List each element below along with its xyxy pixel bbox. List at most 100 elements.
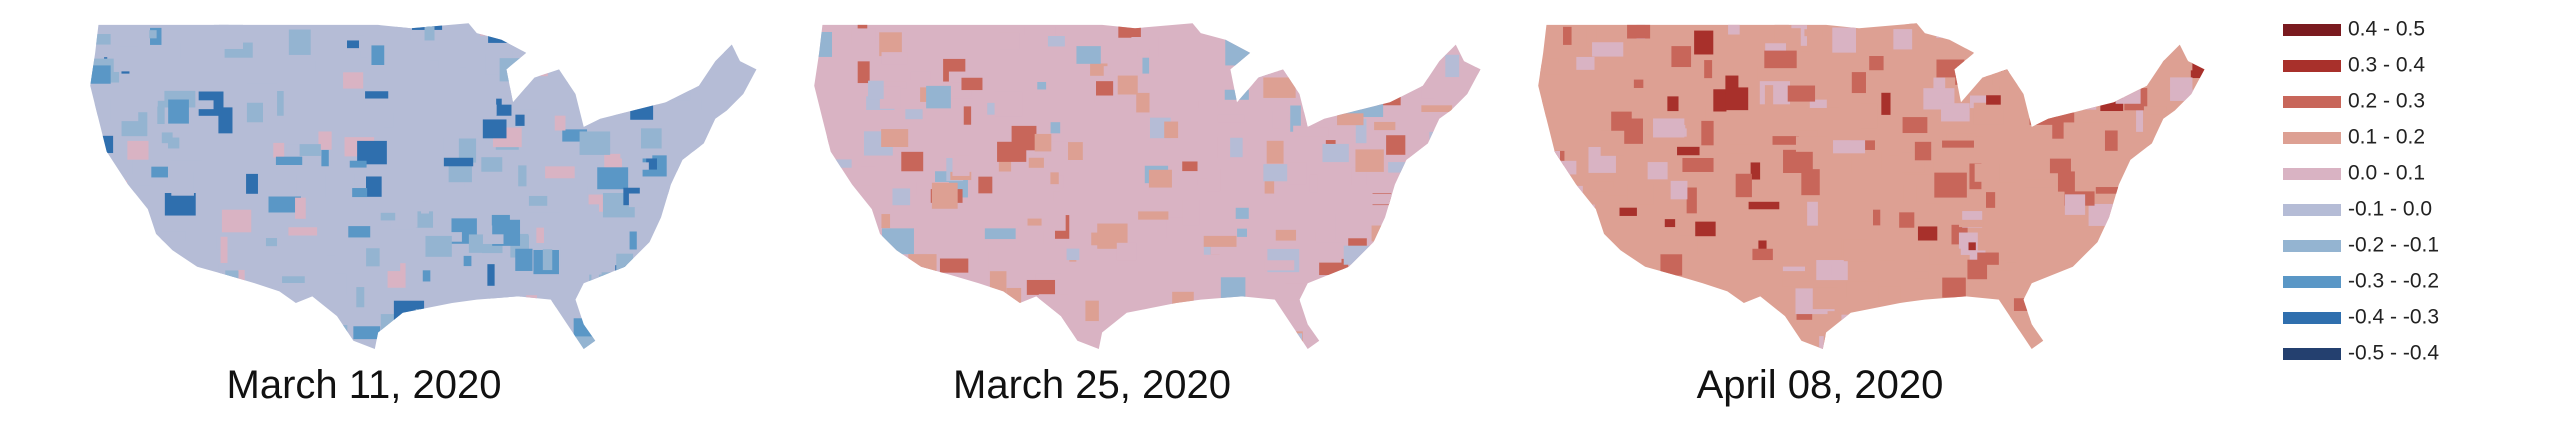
county [984, 228, 1016, 240]
county [1275, 229, 1297, 241]
county [127, 140, 149, 160]
county [573, 318, 598, 338]
county [1138, 211, 1169, 220]
county [662, 187, 694, 195]
county [1217, 136, 1231, 159]
county [1796, 130, 1818, 139]
county [1685, 105, 1706, 129]
county [90, 195, 113, 217]
county [103, 337, 127, 349]
county [1461, 146, 1481, 162]
county [833, 303, 862, 319]
legend-swatch [2283, 168, 2341, 180]
county [1422, 218, 1449, 242]
county [415, 211, 434, 228]
county [817, 333, 832, 349]
county [2013, 298, 2039, 311]
county [2064, 194, 2086, 215]
county [2190, 53, 2205, 79]
county [735, 318, 757, 329]
legend-label: -0.2 - -0.1 [2348, 234, 2439, 257]
county [1148, 169, 1172, 188]
county [989, 271, 1007, 296]
county [1197, 178, 1208, 186]
county [1286, 40, 1310, 62]
county [365, 91, 389, 99]
county [518, 165, 527, 187]
county [910, 71, 931, 81]
county [592, 296, 623, 308]
county [1809, 107, 1840, 124]
county [1804, 29, 1823, 37]
county [1878, 332, 1911, 346]
county [120, 45, 152, 72]
county [1319, 262, 1346, 276]
county [526, 295, 538, 319]
county [1392, 252, 1407, 260]
legend-label: -0.3 - -0.2 [2348, 270, 2439, 293]
county [1290, 105, 1301, 132]
county [2088, 27, 2113, 51]
county [2144, 354, 2168, 365]
county [396, 23, 411, 41]
county [814, 31, 833, 57]
legend-label: 0.0 - 0.1 [2348, 162, 2425, 185]
county [2026, 44, 2048, 68]
county [1860, 103, 1878, 129]
county [366, 248, 380, 267]
county [1193, 68, 1203, 90]
county [1998, 260, 2013, 271]
county [901, 151, 924, 172]
county [1076, 46, 1101, 64]
county [380, 314, 407, 332]
county [567, 72, 597, 83]
county [1038, 294, 1069, 316]
county [2119, 27, 2140, 50]
county [1047, 36, 1065, 47]
county [1558, 251, 1577, 264]
county [881, 214, 891, 229]
county [1117, 75, 1138, 95]
county [881, 52, 908, 65]
county [1337, 113, 1364, 126]
county [1275, 333, 1303, 349]
county [860, 166, 876, 186]
county [1899, 212, 1915, 228]
county [1556, 246, 1571, 273]
county [1059, 313, 1071, 337]
county [2190, 262, 2205, 288]
county [170, 153, 202, 161]
county [352, 188, 368, 198]
county [673, 59, 690, 80]
county [1454, 142, 1475, 164]
legend-swatch [2283, 312, 2341, 324]
county [1566, 202, 1587, 218]
county [567, 185, 588, 199]
county [532, 26, 558, 50]
county [392, 352, 399, 363]
county [273, 142, 285, 158]
county [190, 319, 213, 341]
county [676, 99, 702, 111]
county [1725, 87, 1749, 111]
county [816, 136, 843, 145]
county [1203, 235, 1237, 247]
county [1206, 168, 1221, 192]
county [347, 40, 360, 49]
county [1561, 244, 1591, 261]
county [1371, 225, 1387, 242]
county [1096, 81, 1114, 96]
county [1421, 78, 1434, 99]
county [1349, 349, 1359, 368]
county [463, 255, 472, 267]
county [187, 333, 213, 349]
county [892, 188, 911, 206]
county [127, 174, 135, 195]
county [2029, 99, 2057, 125]
county [1775, 281, 1784, 290]
county [512, 50, 528, 62]
county [2082, 100, 2109, 123]
county [1967, 136, 1984, 153]
county [1873, 209, 1881, 226]
county [2128, 331, 2150, 349]
